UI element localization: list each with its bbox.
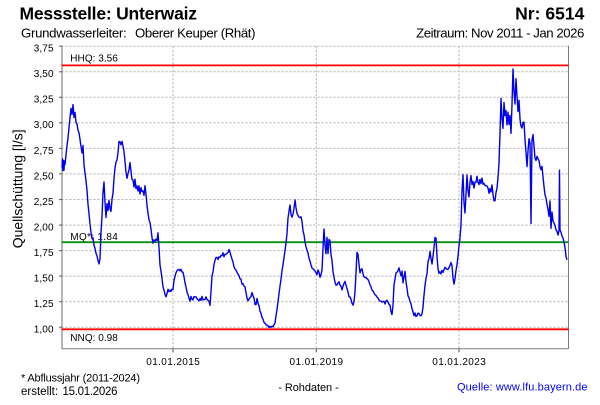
svg-text:3,50: 3,50 [34, 69, 54, 80]
svg-text:Messstelle: Unterwaiz: Messstelle: Unterwaiz [20, 3, 198, 23]
svg-text:1,75: 1,75 [34, 248, 54, 259]
svg-text:3,00: 3,00 [34, 120, 54, 131]
svg-text:- Rohdaten -: - Rohdaten - [278, 382, 339, 394]
svg-text:Zeitraum: Nov 2011 - Jan 2026: Zeitraum: Nov 2011 - Jan 2026 [416, 25, 584, 40]
svg-text:2,75: 2,75 [34, 146, 54, 157]
svg-text:01.01.2015: 01.01.2015 [146, 357, 200, 368]
svg-text:* Abflussjahr (2011-2024): * Abflussjahr (2011-2024) [21, 372, 140, 384]
svg-text:HHQ: 3.56: HHQ: 3.56 [70, 54, 118, 65]
svg-text:MQ*: 1.84: MQ*: 1.84 [70, 232, 118, 243]
svg-text:1,25: 1,25 [34, 299, 54, 310]
svg-text:15.01.2026: 15.01.2026 [63, 386, 118, 398]
svg-text:2,00: 2,00 [34, 223, 54, 234]
svg-text:2,25: 2,25 [34, 197, 54, 208]
svg-text:erstellt:: erstellt: [21, 386, 58, 398]
svg-text:01.01.2019: 01.01.2019 [290, 357, 344, 368]
svg-text:NNQ: 0.98: NNQ: 0.98 [70, 333, 118, 344]
svg-text:01.01.2023: 01.01.2023 [432, 357, 486, 368]
svg-text:Quelle: www.lfu.bayern.de: Quelle: www.lfu.bayern.de [457, 382, 588, 394]
svg-text:3,75: 3,75 [34, 44, 54, 55]
svg-text:3,25: 3,25 [34, 95, 54, 106]
svg-text:2,50: 2,50 [34, 171, 54, 182]
svg-text:Oberer Keuper (Rhät): Oberer Keuper (Rhät) [135, 25, 256, 40]
svg-text:1,50: 1,50 [34, 274, 54, 285]
svg-text:Grundwasserleiter:: Grundwasserleiter: [21, 25, 127, 40]
svg-text:Nr: 6514: Nr: 6514 [515, 3, 585, 23]
svg-text:1,00: 1,00 [34, 325, 54, 336]
svg-text:Quellschüttung [l/s]: Quellschüttung [l/s] [10, 129, 26, 248]
